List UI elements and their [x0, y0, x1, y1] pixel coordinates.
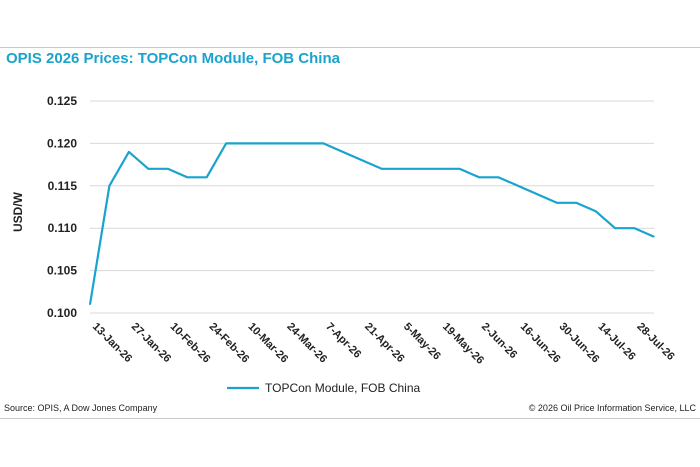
data-point	[381, 168, 383, 170]
data-point	[595, 210, 597, 212]
legend-label: TOPCon Module, FOB China	[265, 381, 421, 395]
y-tick-label: 0.105	[47, 264, 77, 278]
data-point	[322, 142, 324, 144]
x-axis-ticks: 13-Jan-2627-Jan-2610-Feb-2624-Feb-2610-M…	[90, 321, 677, 367]
series-group	[88, 142, 655, 306]
data-point	[614, 227, 616, 229]
source-note: Source: OPIS, A Dow Jones Company	[4, 403, 158, 413]
data-point	[167, 168, 169, 170]
bottom-divider	[0, 418, 700, 419]
data-point	[283, 142, 286, 144]
series-line	[88, 142, 655, 305]
data-point	[342, 151, 344, 153]
y-tick-label: 0.125	[47, 94, 77, 108]
x-tick-label: 21-Apr-26	[362, 321, 406, 365]
data-point	[517, 185, 519, 187]
legend: TOPCon Module, FOB China	[227, 381, 421, 395]
x-tick-label: 2-Jun-26	[479, 321, 519, 361]
x-tick-label: 7-Apr-26	[323, 321, 363, 361]
data-point	[225, 142, 227, 144]
x-tick-label: 10-Mar-26	[245, 321, 290, 366]
data-point	[439, 168, 441, 170]
chart-title: OPIS 2026 Prices: TOPCon Module, FOB Chi…	[6, 50, 340, 67]
y-tick-label: 0.120	[47, 136, 77, 150]
data-point	[244, 142, 247, 144]
x-tick-label: 30-Jun-26	[557, 321, 602, 366]
data-point	[108, 185, 111, 187]
x-tick-label: 24-Mar-26	[284, 321, 329, 366]
data-point	[458, 168, 461, 170]
x-tick-label: 24-Feb-26	[207, 321, 252, 366]
data-point	[575, 202, 577, 204]
y-axis-ticks: 0.100 0.105 0.110 0.115 0.120 0.125	[47, 94, 77, 320]
x-tick-label: 27-Jan-26	[129, 321, 173, 365]
data-point	[478, 176, 480, 178]
y-axis-label: USD/W	[11, 191, 25, 232]
data-point	[536, 193, 538, 195]
data-point	[206, 176, 208, 178]
data-point	[89, 303, 91, 306]
data-point	[147, 168, 149, 170]
data-point	[633, 227, 636, 229]
data-point	[556, 202, 558, 204]
y-tick-label: 0.115	[48, 179, 78, 193]
data-point	[420, 168, 422, 170]
y-tick-label: 0.110	[48, 221, 78, 235]
y-tick-label: 0.100	[47, 306, 77, 320]
x-tick-label: 10-Feb-26	[168, 321, 213, 366]
data-point	[400, 168, 402, 170]
x-tick-label: 28-Jul-26	[634, 321, 676, 363]
data-point	[128, 151, 130, 153]
gridlines	[90, 100, 654, 314]
x-tick-label: 13-Jan-26	[90, 321, 134, 365]
data-point	[497, 176, 500, 178]
copyright-note: © 2026 Oil Price Information Service, LL…	[528, 403, 696, 413]
data-point	[264, 142, 266, 144]
data-point	[303, 142, 305, 144]
data-point	[653, 236, 655, 238]
top-divider	[0, 47, 700, 48]
x-tick-label: 16-Jun-26	[518, 321, 563, 366]
data-point	[186, 176, 188, 178]
x-tick-label: 5-May-26	[401, 321, 443, 363]
data-point	[361, 159, 363, 161]
